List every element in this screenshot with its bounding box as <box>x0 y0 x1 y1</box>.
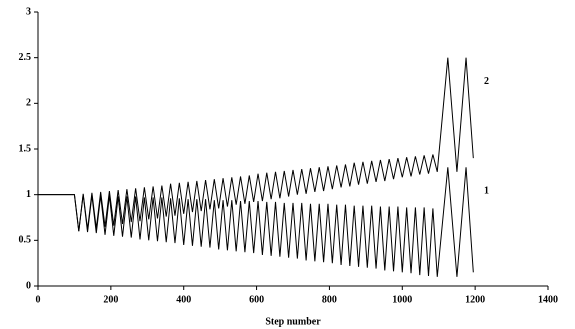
x-tick-label: 1400 <box>538 294 558 305</box>
y-tick-label: 1.5 <box>19 143 32 154</box>
x-tick-label: 200 <box>103 294 118 305</box>
x-axis-label: Step number <box>265 316 321 327</box>
x-tick-label: 0 <box>36 294 41 305</box>
x-tick-label: 1200 <box>465 294 485 305</box>
y-tick-label: 0.5 <box>19 235 32 246</box>
series-label: 2 <box>484 76 489 87</box>
y-tick-label: 1 <box>26 189 31 200</box>
series-label: 1 <box>484 186 489 197</box>
x-tick-label: 1000 <box>392 294 412 305</box>
x-tick-label: 400 <box>176 294 191 305</box>
y-tick-label: 2 <box>26 98 31 109</box>
y-tick-label: 0 <box>26 280 31 291</box>
y-tick-label: 3 <box>26 6 31 17</box>
x-tick-label: 800 <box>322 294 337 305</box>
series-line <box>38 167 474 277</box>
x-tick-label: 600 <box>249 294 264 305</box>
series-line <box>38 57 474 232</box>
y-tick-label: 2.5 <box>19 52 32 63</box>
